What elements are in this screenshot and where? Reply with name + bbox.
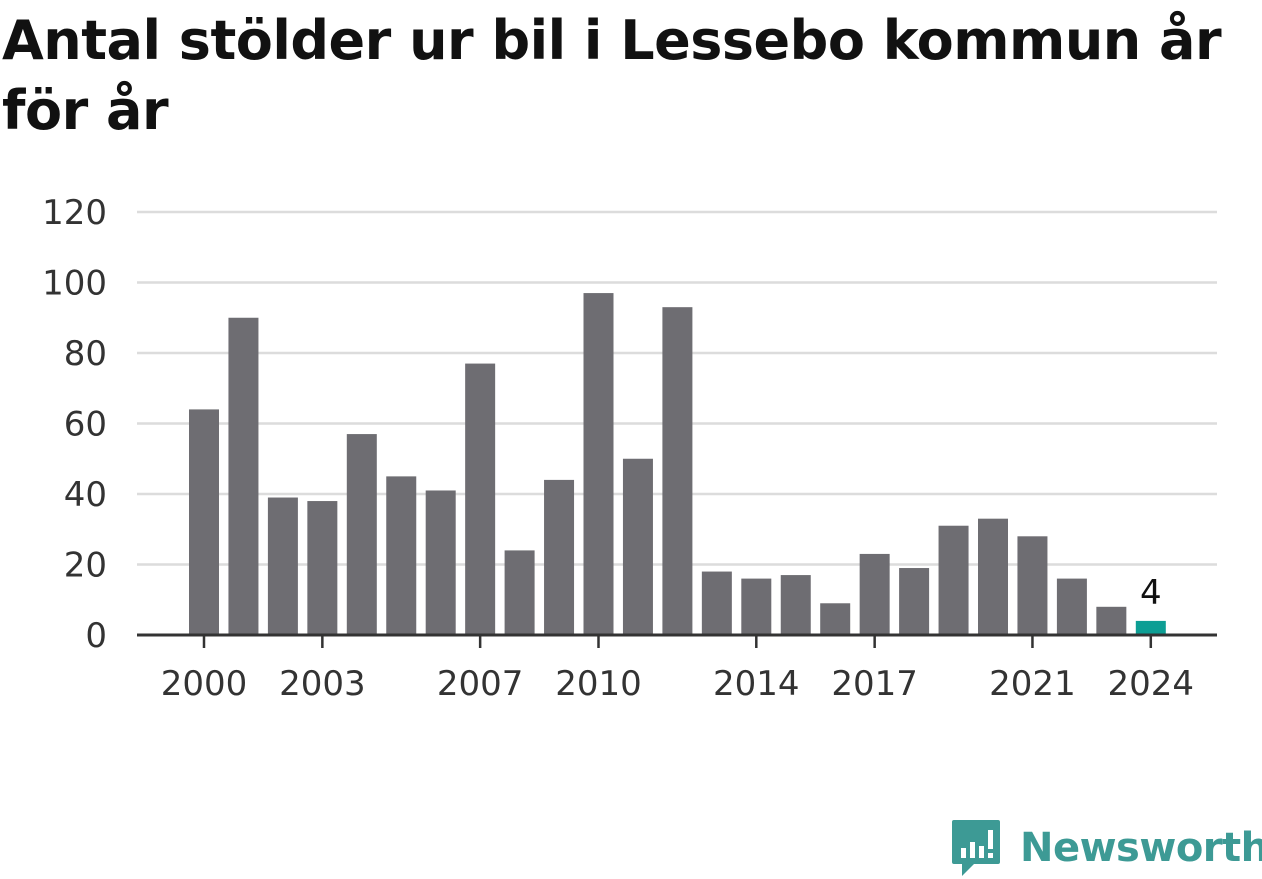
bar-2004 [346, 434, 377, 635]
x-tick-label: 2014 [713, 664, 800, 704]
x-tick-label: 2021 [989, 664, 1076, 704]
bar-2010 [583, 293, 614, 635]
bar-2008 [504, 550, 535, 635]
y-tick-label: 0 [85, 616, 107, 656]
x-tick-label: 2010 [555, 664, 642, 704]
bar-2002 [267, 497, 298, 635]
bar-2007 [465, 363, 496, 635]
newsworthy-logo: Newsworthy [950, 818, 1262, 878]
bar-2000 [189, 409, 219, 635]
bar-2020 [978, 518, 1008, 635]
bar-2016 [820, 603, 851, 635]
bar-2005 [386, 476, 417, 635]
bar-chart: 0 20 40 60 80 100 120 2000 2003 2007 2010 2014 2017… [42, 193, 1217, 704]
bar-2022 [1056, 578, 1087, 635]
chart-title: Antal stölder ur bil i Lessebo kommun år… [2, 9, 1222, 142]
bar-2019 [938, 525, 969, 635]
y-tick-label: 100 [42, 264, 107, 304]
bar-2024 [1135, 620, 1166, 635]
bar-2021 [1017, 536, 1048, 635]
y-tick-label: 20 [64, 546, 107, 586]
y-tick-label: 60 [64, 405, 107, 445]
bar-2018 [899, 568, 930, 635]
newsworthy-chart-bubble-icon [952, 820, 1000, 876]
x-tick-label: 2024 [1108, 664, 1195, 704]
y-tick-label: 80 [64, 334, 107, 374]
bar-2013 [701, 571, 732, 635]
y-tick-label: 120 [42, 193, 107, 233]
bar-2009 [544, 479, 575, 635]
bar-2014 [741, 578, 772, 635]
y-tick-label: 40 [64, 475, 107, 515]
bar-2003 [307, 501, 338, 635]
bar-2023 [1096, 606, 1127, 635]
x-tick-label: 2007 [437, 664, 524, 704]
bars [189, 293, 1166, 635]
bar-2012 [662, 307, 693, 635]
data-labels: 4 [1140, 573, 1162, 613]
bar-2001 [228, 317, 259, 635]
data-label-2024: 4 [1140, 573, 1162, 613]
x-axis: 2000 2003 2007 2010 2014 2017 2021 2024 [137, 633, 1217, 704]
bar-2017 [859, 553, 890, 635]
x-tick-label: 2017 [831, 664, 918, 704]
bar-2011 [622, 458, 653, 635]
x-tick-label: 2000 [161, 664, 248, 704]
x-tick-label: 2003 [279, 664, 366, 704]
logo-text: Newsworthy [1020, 825, 1262, 871]
bar-2015 [780, 575, 811, 635]
bar-2006 [425, 490, 456, 635]
y-axis-ticks: 0 20 40 60 80 100 120 [42, 193, 107, 656]
